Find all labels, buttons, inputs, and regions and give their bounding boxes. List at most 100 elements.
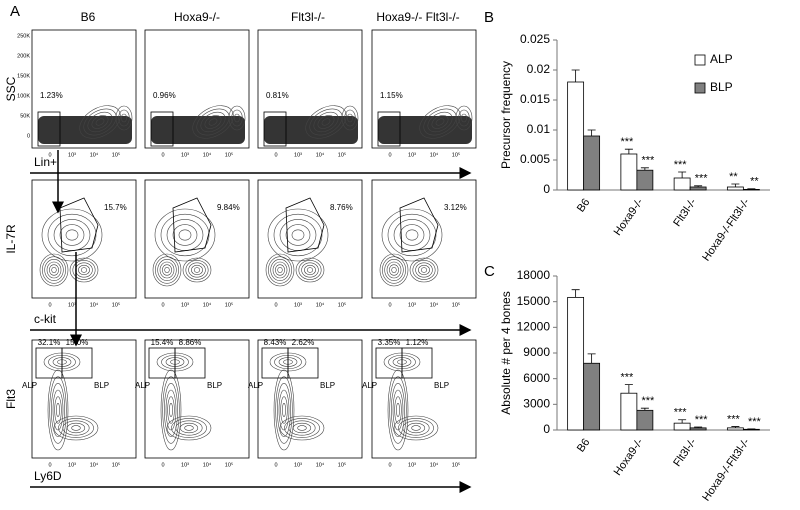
y-tick-label: 12000 [517,320,551,334]
contour [285,224,311,246]
panel-label: C [484,263,495,280]
contour [393,415,439,441]
gate [172,197,212,253]
gate-name: BLP [94,381,109,390]
significance-label: *** [674,159,688,171]
contour [162,264,172,276]
flow-tick-label: 0 [274,152,277,158]
ssc-tick-label: 200K [17,53,30,59]
flow-tick-label: 10⁴ [316,461,325,468]
flow-tick-label: 0 [388,152,391,158]
gate [285,197,325,253]
flow-tick-label: 0 [388,462,391,468]
error-bar [640,407,649,411]
error-bar [747,188,756,190]
y-tick-label: 9000 [523,345,550,359]
bar [583,362,601,431]
contour [121,113,127,123]
flow-tick-label: 10⁴ [316,301,325,308]
bar [620,392,638,431]
column-header: Hoxa9-/- Flt3l-/- [376,10,459,24]
error-bar [694,185,703,187]
contour [278,389,290,431]
contour [169,403,173,417]
contour [387,369,409,451]
flow-tick-label: 10³ [294,152,302,158]
flow-tick-label: 10⁴ [430,151,439,158]
contour [152,253,182,287]
contour [188,262,206,278]
plot-frame [144,179,250,299]
contour [398,418,434,438]
contour [282,403,286,417]
error-bar [624,148,633,154]
event-cloud [378,116,472,144]
contour [277,383,291,437]
contour [431,115,449,129]
contour [301,262,319,278]
flow-tick-label: 10⁴ [430,301,439,308]
gate-percent: 9.84% [217,203,240,212]
ssc-tick-label: 250K [17,33,30,39]
significance-label: *** [620,372,634,384]
contour [265,253,295,287]
contour [160,369,182,451]
flow-tick-label: 10⁵ [225,301,233,308]
contour [288,420,316,436]
contour [69,257,99,283]
y-tick-label: 3000 [523,397,550,411]
flow-tick-label: 10³ [408,152,416,158]
gate-percent: 0.81% [266,91,289,100]
y-tick-label: 0 [543,182,550,196]
significance-label: *** [727,413,741,425]
flow-tick-label: 10⁵ [225,151,233,158]
contour [172,224,198,246]
error-bar [571,69,580,82]
contour [193,267,201,273]
plot-frame [257,339,363,459]
contour [387,213,437,257]
gate-percent: 8.43% [264,338,287,347]
contour [95,118,105,126]
flow-tick-label: 10⁵ [112,461,120,468]
contour [72,260,96,280]
x-axis-label: Ly6D [34,469,62,483]
contour [44,259,64,281]
event-cloud [264,116,358,144]
column-header: Flt3l-/- [291,10,325,24]
panel-label: A [10,3,20,20]
contour [461,113,467,123]
gate-name: BLP [207,381,222,390]
flow-tick-label: 0 [48,152,51,158]
contour [39,253,69,287]
contour [87,111,113,133]
bar [567,296,585,431]
flow-tick-label: 10³ [294,302,302,308]
contour [396,403,400,417]
contour [191,264,203,276]
flow-tick-label: 10⁵ [225,461,233,468]
x-tick-label: Flt3l-/- [671,196,699,229]
contour [166,415,212,441]
gate-percent: 3.35% [378,338,401,347]
error-bar [587,129,596,136]
contour [165,389,177,431]
error-bar [587,353,596,364]
bar [620,153,638,191]
flow-tick-label: 0 [161,152,164,158]
significance-label: *** [641,155,655,167]
flow-plot: 0 10³ 10⁴ 10⁵ 3.12% [371,179,477,308]
gate-percent: 1.15% [380,91,403,100]
y-tick-label: 18000 [517,268,551,282]
contour [83,108,117,136]
x-axis-label: c-kit [34,312,57,326]
contour [389,264,399,276]
y-axis-label: Absolute # per 4 bones [499,291,513,414]
error-bar [678,171,687,178]
flow-tick-label: 10³ [68,152,76,158]
ssc-tick-label: 100K [17,93,30,99]
bar [673,177,691,191]
contour [273,213,323,257]
contour [267,208,329,262]
